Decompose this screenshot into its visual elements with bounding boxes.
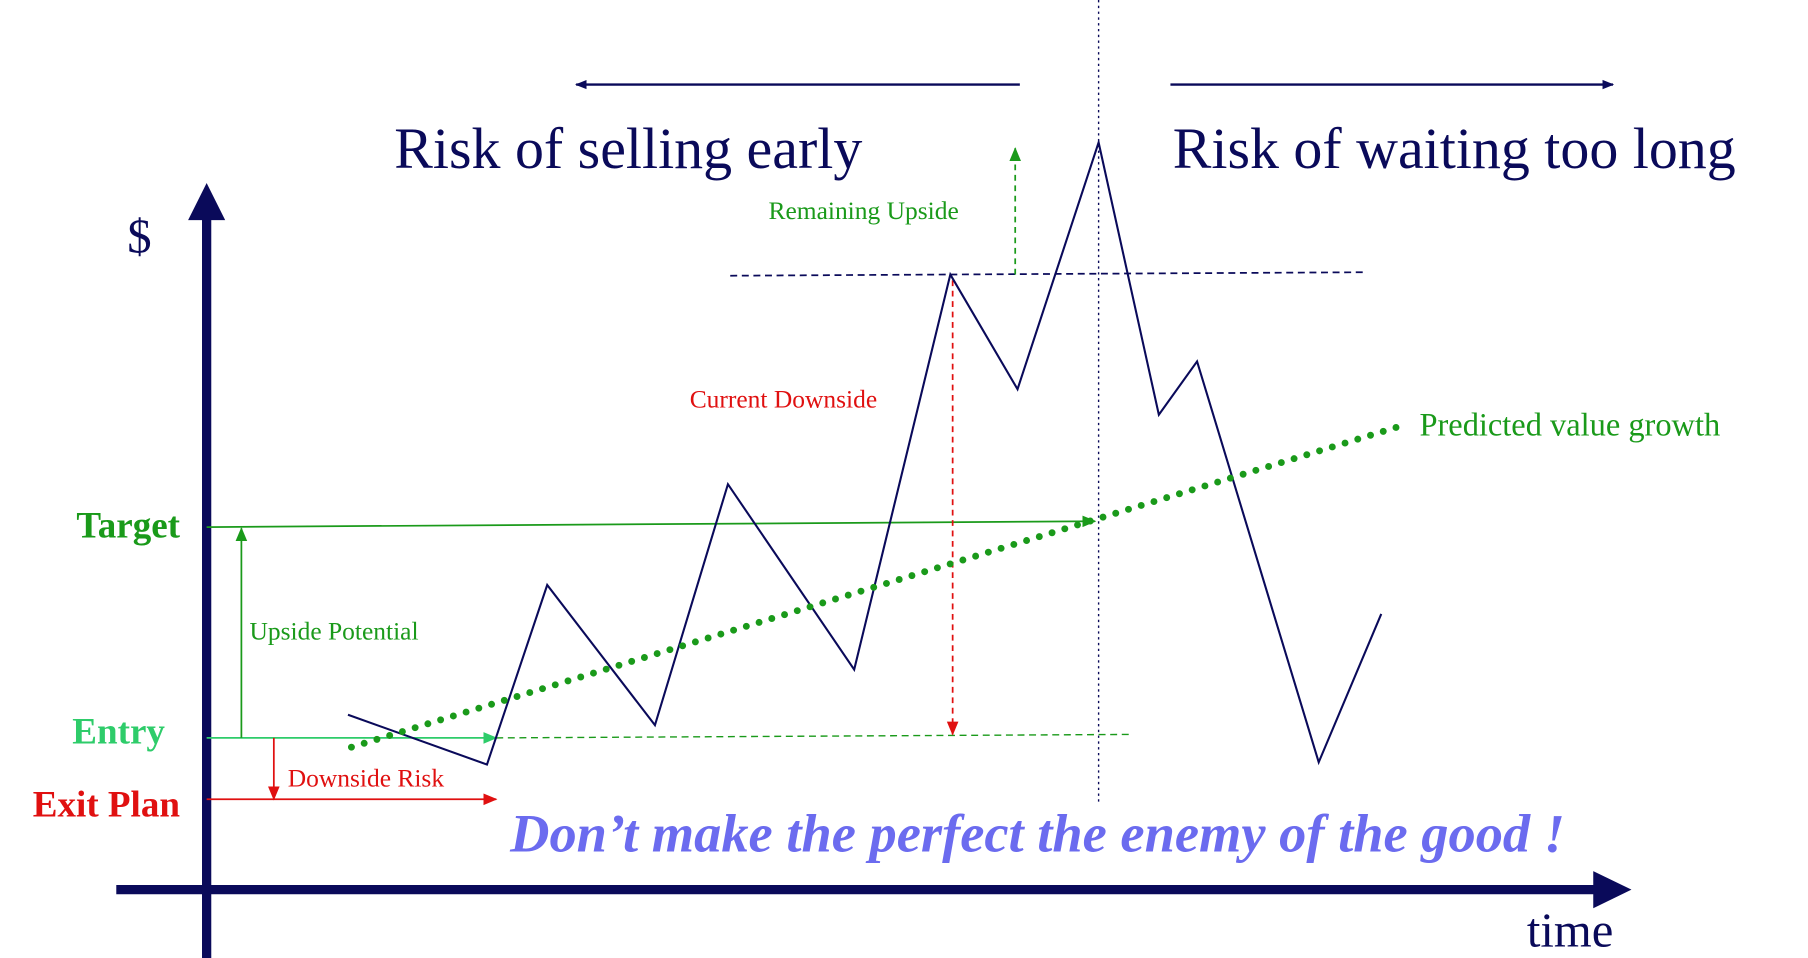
downside-label: Downside Risk: [288, 764, 445, 793]
exit-label: Exit Plan: [33, 785, 181, 826]
remaining-upside-label: Remaining Upside: [768, 196, 958, 225]
y-axis-label: $: [127, 210, 151, 264]
entry-label: Entry: [72, 712, 165, 753]
peak-line: [730, 271, 1368, 277]
x-axis-label: time: [1527, 903, 1613, 957]
upside-label: Upside Potential: [250, 616, 419, 645]
axes: [116, 183, 1632, 958]
target-label: Target: [76, 505, 180, 546]
predicted-line: [347, 422, 1404, 751]
price-path: [347, 138, 1383, 766]
target-line: [206, 515, 1097, 528]
predicted-label: Predicted value growth: [1419, 408, 1720, 444]
slogan: Don’t make the perfect the enemy of the …: [509, 802, 1565, 863]
current-downside-label: Current Downside: [690, 385, 877, 414]
header-right: Risk of waiting too long: [1173, 116, 1736, 181]
header-left: Risk of selling early: [394, 116, 862, 181]
entry-dashed: [496, 733, 1130, 739]
